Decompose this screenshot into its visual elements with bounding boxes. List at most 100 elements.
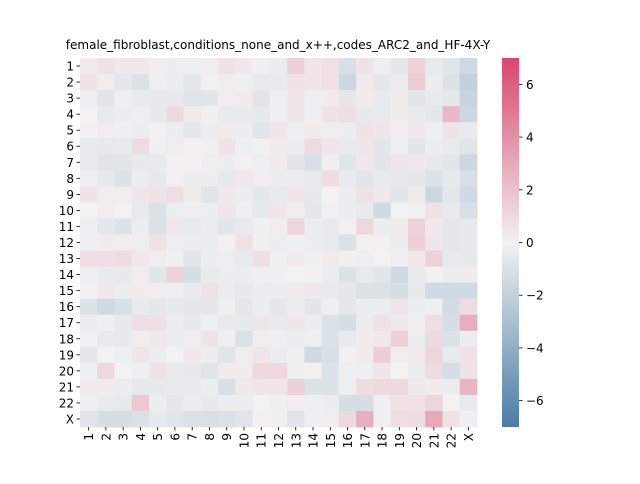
heatmap-cell-9-15 (321, 186, 340, 203)
heatmap-cell-10-17 (356, 202, 374, 219)
x-tick-label: 11 (255, 433, 269, 448)
heatmap-cell-19-1 (80, 346, 98, 364)
heatmap-cell-11-5 (149, 218, 167, 235)
colorbar: 6 4 2 0 −2 −4 −6 (502, 58, 544, 427)
heatmap-cell-6-11 (252, 138, 271, 155)
heatmap-cell-18-4 (131, 330, 150, 348)
heatmap-cell-13-13 (287, 250, 305, 267)
heatmap-cell-X-21 (425, 410, 443, 428)
heatmap-cell-3-19 (390, 90, 409, 107)
heatmap-cell-4-6 (166, 106, 184, 123)
heatmap-cell-18-21 (425, 330, 443, 348)
heatmap-cell-7-8 (200, 154, 219, 171)
x-tick-label: 16 (341, 433, 355, 448)
heatmap-cell-22-2 (97, 394, 115, 412)
heatmap-cell-21-18 (373, 378, 392, 396)
heatmap-cell-16-13 (287, 298, 305, 316)
heatmap-cell-14-X (459, 266, 478, 284)
heatmap-cell-12-15 (321, 234, 340, 251)
heatmap-cell-10-X (459, 202, 478, 219)
heatmap-cell-22-3 (114, 394, 133, 412)
heatmap-cell-3-22 (442, 90, 461, 107)
heatmap-cell-11-20 (407, 218, 426, 235)
heatmap-cell-17-9 (218, 314, 236, 332)
heatmap-cell-16-17 (356, 298, 374, 316)
heatmap-cell-20-16 (338, 362, 357, 380)
heatmap-cell-10-11 (252, 202, 271, 219)
heatmap-cell-16-18 (373, 298, 392, 316)
heatmap-cell-7-13 (287, 154, 305, 171)
heatmap-cell-18-1 (80, 330, 98, 348)
heatmap-cell-19-15 (321, 346, 340, 364)
heatmap-cell-22-8 (200, 394, 219, 412)
heatmap-cell-15-16 (338, 282, 357, 300)
heatmap-cell-2-2 (97, 74, 115, 91)
heatmap-cell-15-11 (252, 282, 271, 300)
x-tick-label: 9 (220, 433, 234, 441)
heatmap-cell-2-8 (200, 74, 219, 91)
heatmap-cell-12-8 (200, 234, 219, 251)
x-tick-label: 8 (203, 433, 217, 441)
heatmap-cell-14-5 (149, 266, 167, 284)
heatmap-cell-18-11 (252, 330, 271, 348)
heatmap-cell-13-7 (183, 250, 202, 267)
heatmap-cell-3-3 (114, 90, 133, 107)
y-tick-label: 6 (66, 140, 74, 154)
heatmap-cell-2-1 (80, 74, 98, 91)
heatmap-cell-12-6 (166, 234, 184, 251)
x-tick-label: 17 (358, 433, 372, 448)
heatmap-cell-17-16 (338, 314, 357, 332)
heatmap-cell-21-19 (390, 378, 409, 396)
heatmap-cell-6-21 (425, 138, 443, 155)
x-tick-label: 6 (168, 433, 182, 441)
heatmap-cell-19-X (459, 346, 478, 364)
heatmap-cell-8-17 (356, 170, 374, 187)
heatmap-cell-2-11 (252, 74, 271, 91)
heatmap-cell-15-15 (321, 282, 340, 300)
heatmap-cell-4-13 (287, 106, 305, 123)
heatmap-cell-15-20 (407, 282, 426, 300)
heatmap-cell-11-7 (183, 218, 202, 235)
heatmap-cell-18-15 (321, 330, 340, 348)
heatmap-cell-2-X (459, 74, 478, 91)
heatmap-cell-3-18 (373, 90, 392, 107)
colorbar-tick-label: −4 (526, 341, 544, 355)
heatmap-cell-X-X (459, 410, 478, 428)
heatmap-cell-18-12 (269, 330, 288, 348)
heatmap-cell-X-5 (149, 410, 167, 428)
heatmap-cell-12-5 (149, 234, 167, 251)
y-tick-label: 17 (59, 316, 74, 330)
heatmap-cell-11-14 (304, 218, 323, 235)
heatmap-cell-9-6 (166, 186, 184, 203)
heatmap-cell-20-22 (442, 362, 461, 380)
heatmap-cell-6-7 (183, 138, 202, 155)
heatmap-cell-13-15 (321, 250, 340, 267)
heatmap-cell-9-20 (407, 186, 426, 203)
heatmap-cell-16-10 (235, 298, 254, 316)
heatmap-cell-4-8 (200, 106, 219, 123)
heatmap-cell-20-3 (114, 362, 133, 380)
heatmap-cell-17-14 (304, 314, 323, 332)
heatmap-cell-12-20 (407, 234, 426, 251)
heatmap-cell-X-4 (131, 410, 150, 428)
heatmap-cell-2-17 (356, 74, 374, 91)
heatmap-cell-10-19 (390, 202, 409, 219)
heatmap-cell-X-7 (183, 410, 202, 428)
heatmap-cell-21-16 (338, 378, 357, 396)
x-tick-label: 3 (117, 433, 131, 441)
heatmap-cell-17-6 (166, 314, 184, 332)
heatmap-cell-4-19 (390, 106, 409, 123)
heatmap-cell-1-20 (407, 58, 426, 75)
heatmap-cell-15-7 (183, 282, 202, 300)
heatmap-cell-20-19 (390, 362, 409, 380)
y-tick-label: 1 (66, 60, 74, 74)
heatmap-cell-8-15 (321, 170, 340, 187)
heatmap-cell-17-13 (287, 314, 305, 332)
heatmap-cell-X-18 (373, 410, 392, 428)
y-tick-label: 13 (59, 252, 74, 266)
y-tick-label: 3 (66, 92, 74, 106)
heatmap-cell-15-21 (425, 282, 443, 300)
heatmap-cell-12-10 (235, 234, 254, 251)
heatmap-cell-21-1 (80, 378, 98, 396)
heatmap-cell-14-11 (252, 266, 271, 284)
